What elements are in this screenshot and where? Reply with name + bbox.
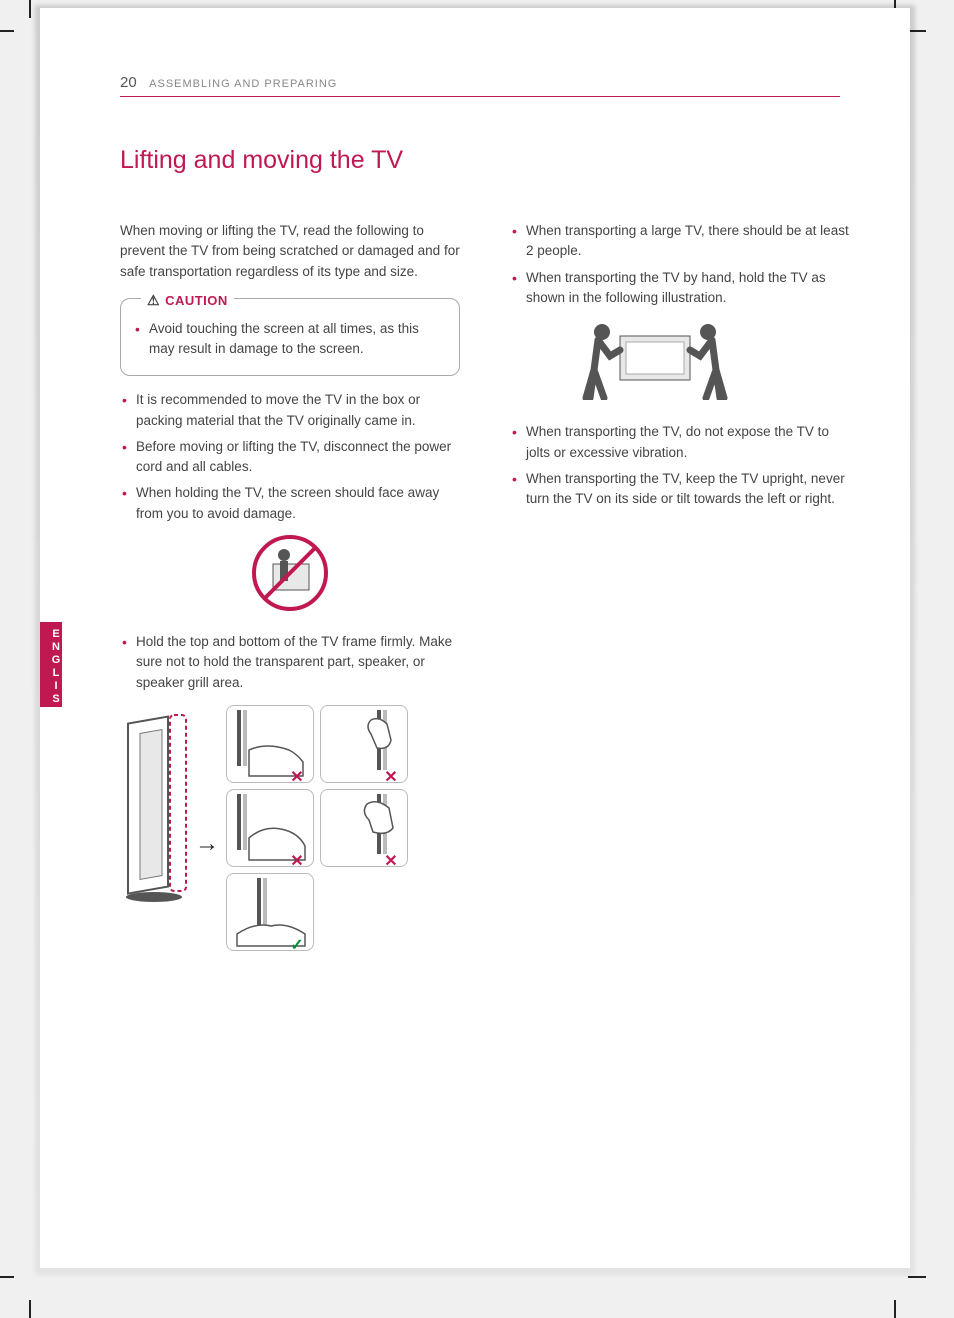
list-item: When transporting the TV, keep the TV up… [526, 469, 850, 510]
list-item: Hold the top and bottom of the TV frame … [136, 632, 460, 693]
check-mark-icon: ✓ [287, 936, 307, 951]
list-item: It is recommended to move the TV in the … [136, 390, 460, 431]
page-number: 20 [120, 74, 137, 91]
bullet-list-2: Hold the top and bottom of the TV frame … [120, 632, 460, 693]
list-item: When holding the TV, the screen should f… [136, 483, 460, 524]
crop-mark [0, 1276, 14, 1278]
x-mark-icon: ✕ [287, 768, 307, 783]
bullet-list-1: It is recommended to move the TV in the … [120, 390, 460, 524]
caution-item: Avoid touching the screen at all times, … [149, 319, 447, 360]
crop-mark [29, 0, 31, 18]
section-name: ASSEMBLING AND PREPARING [149, 78, 337, 90]
language-tab: ENGLISH [40, 622, 62, 707]
crop-mark [908, 1276, 926, 1278]
x-mark-icon: ✕ [381, 768, 401, 783]
left-column: When moving or lifting the TV, read the … [120, 221, 460, 951]
caution-label: CAUTION [141, 290, 234, 311]
crop-mark [0, 30, 14, 32]
caution-list: Avoid touching the screen at all times, … [133, 319, 447, 360]
grip-wrong-4: ✕ [320, 789, 408, 867]
page-header: 20 ASSEMBLING AND PREPARING [120, 74, 840, 97]
arrow-icon: → [195, 830, 219, 858]
list-item: When transporting the TV, do not expose … [526, 422, 850, 463]
list-item: When transporting a large TV, there shou… [526, 221, 850, 262]
right-column: When transporting a large TV, there shou… [510, 221, 850, 515]
list-item: When transporting the TV by hand, hold t… [526, 268, 850, 309]
two-person-carry-illustration [580, 320, 850, 406]
x-mark-icon: ✕ [381, 852, 401, 867]
page-title: Lifting and moving the TV [120, 146, 403, 175]
grip-correct: ✓ [226, 873, 314, 951]
manual-page: 20 ASSEMBLING AND PREPARING Lifting and … [40, 8, 910, 1268]
bullet-list-right-top: When transporting a large TV, there shou… [510, 221, 850, 308]
crop-mark [29, 1300, 31, 1318]
prohibit-hold-illustration [120, 534, 460, 618]
caution-box: CAUTION Avoid touching the screen at all… [120, 298, 460, 377]
grip-wrong-3: ✕ [226, 789, 314, 867]
intro-paragraph: When moving or lifting the TV, read the … [120, 221, 460, 282]
grip-wrong-2: ✕ [320, 705, 408, 783]
list-item: Before moving or lifting the TV, disconn… [136, 437, 460, 478]
crop-mark [894, 1300, 896, 1318]
grip-cells: ✕ ✕ ✕ [226, 705, 408, 951]
bullet-list-right-bottom: When transporting the TV, do not expose … [510, 422, 850, 509]
x-mark-icon: ✕ [287, 852, 307, 867]
grip-illustration-grid: ✕ ✕ ✕ [120, 705, 460, 951]
grip-wrong-1: ✕ [226, 705, 314, 783]
tv-side-illustration [120, 705, 212, 911]
